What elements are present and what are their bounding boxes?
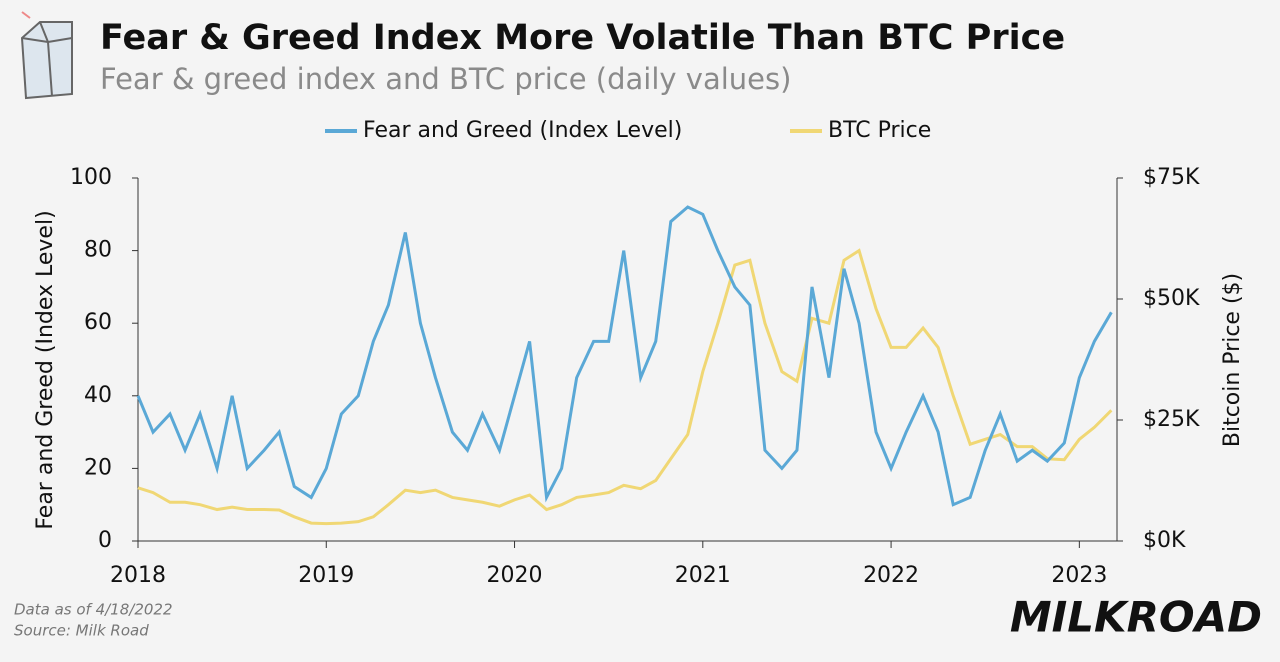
- x-tick-label: 2018: [110, 563, 166, 588]
- y2-tick-label: $75K: [1143, 165, 1200, 190]
- x-tick-label: 2019: [298, 563, 354, 588]
- x-tick-label: 2022: [863, 563, 919, 588]
- legend-label: Fear and Greed (Index Level): [363, 118, 682, 143]
- y2-tick-label: $0K: [1143, 528, 1186, 553]
- legend-label: BTC Price: [828, 118, 931, 143]
- chart-subtitle: Fear & greed index and BTC price (daily …: [100, 62, 791, 96]
- y-tick-label: 60: [84, 310, 112, 335]
- y2-axis-label: Bitcoin Price ($): [1220, 273, 1245, 447]
- y-tick-label: 80: [84, 238, 112, 263]
- x-tick-label: 2021: [675, 563, 731, 588]
- y2-tick-label: $25K: [1143, 407, 1200, 432]
- x-tick-label: 2023: [1051, 563, 1107, 588]
- y-axis-label: Fear and Greed (Index Level): [33, 210, 58, 529]
- data-line: [136, 205, 1113, 507]
- data-line: [137, 248, 1113, 526]
- note: Data as of 4/18/2022: [14, 601, 173, 619]
- y-tick-label: 20: [84, 455, 112, 480]
- brand-logo: MILKROAD: [1010, 593, 1262, 642]
- y-tick-label: 100: [70, 165, 112, 190]
- chart-title: Fear & Greed Index More Volatile Than BT…: [100, 18, 1065, 58]
- note: Source: Milk Road: [14, 622, 149, 640]
- x-tick-label: 2020: [487, 563, 543, 588]
- y-tick-label: 0: [98, 528, 112, 553]
- y-tick-label: 40: [84, 383, 112, 408]
- y2-tick-label: $50K: [1143, 286, 1200, 311]
- logo-icon: [20, 11, 73, 100]
